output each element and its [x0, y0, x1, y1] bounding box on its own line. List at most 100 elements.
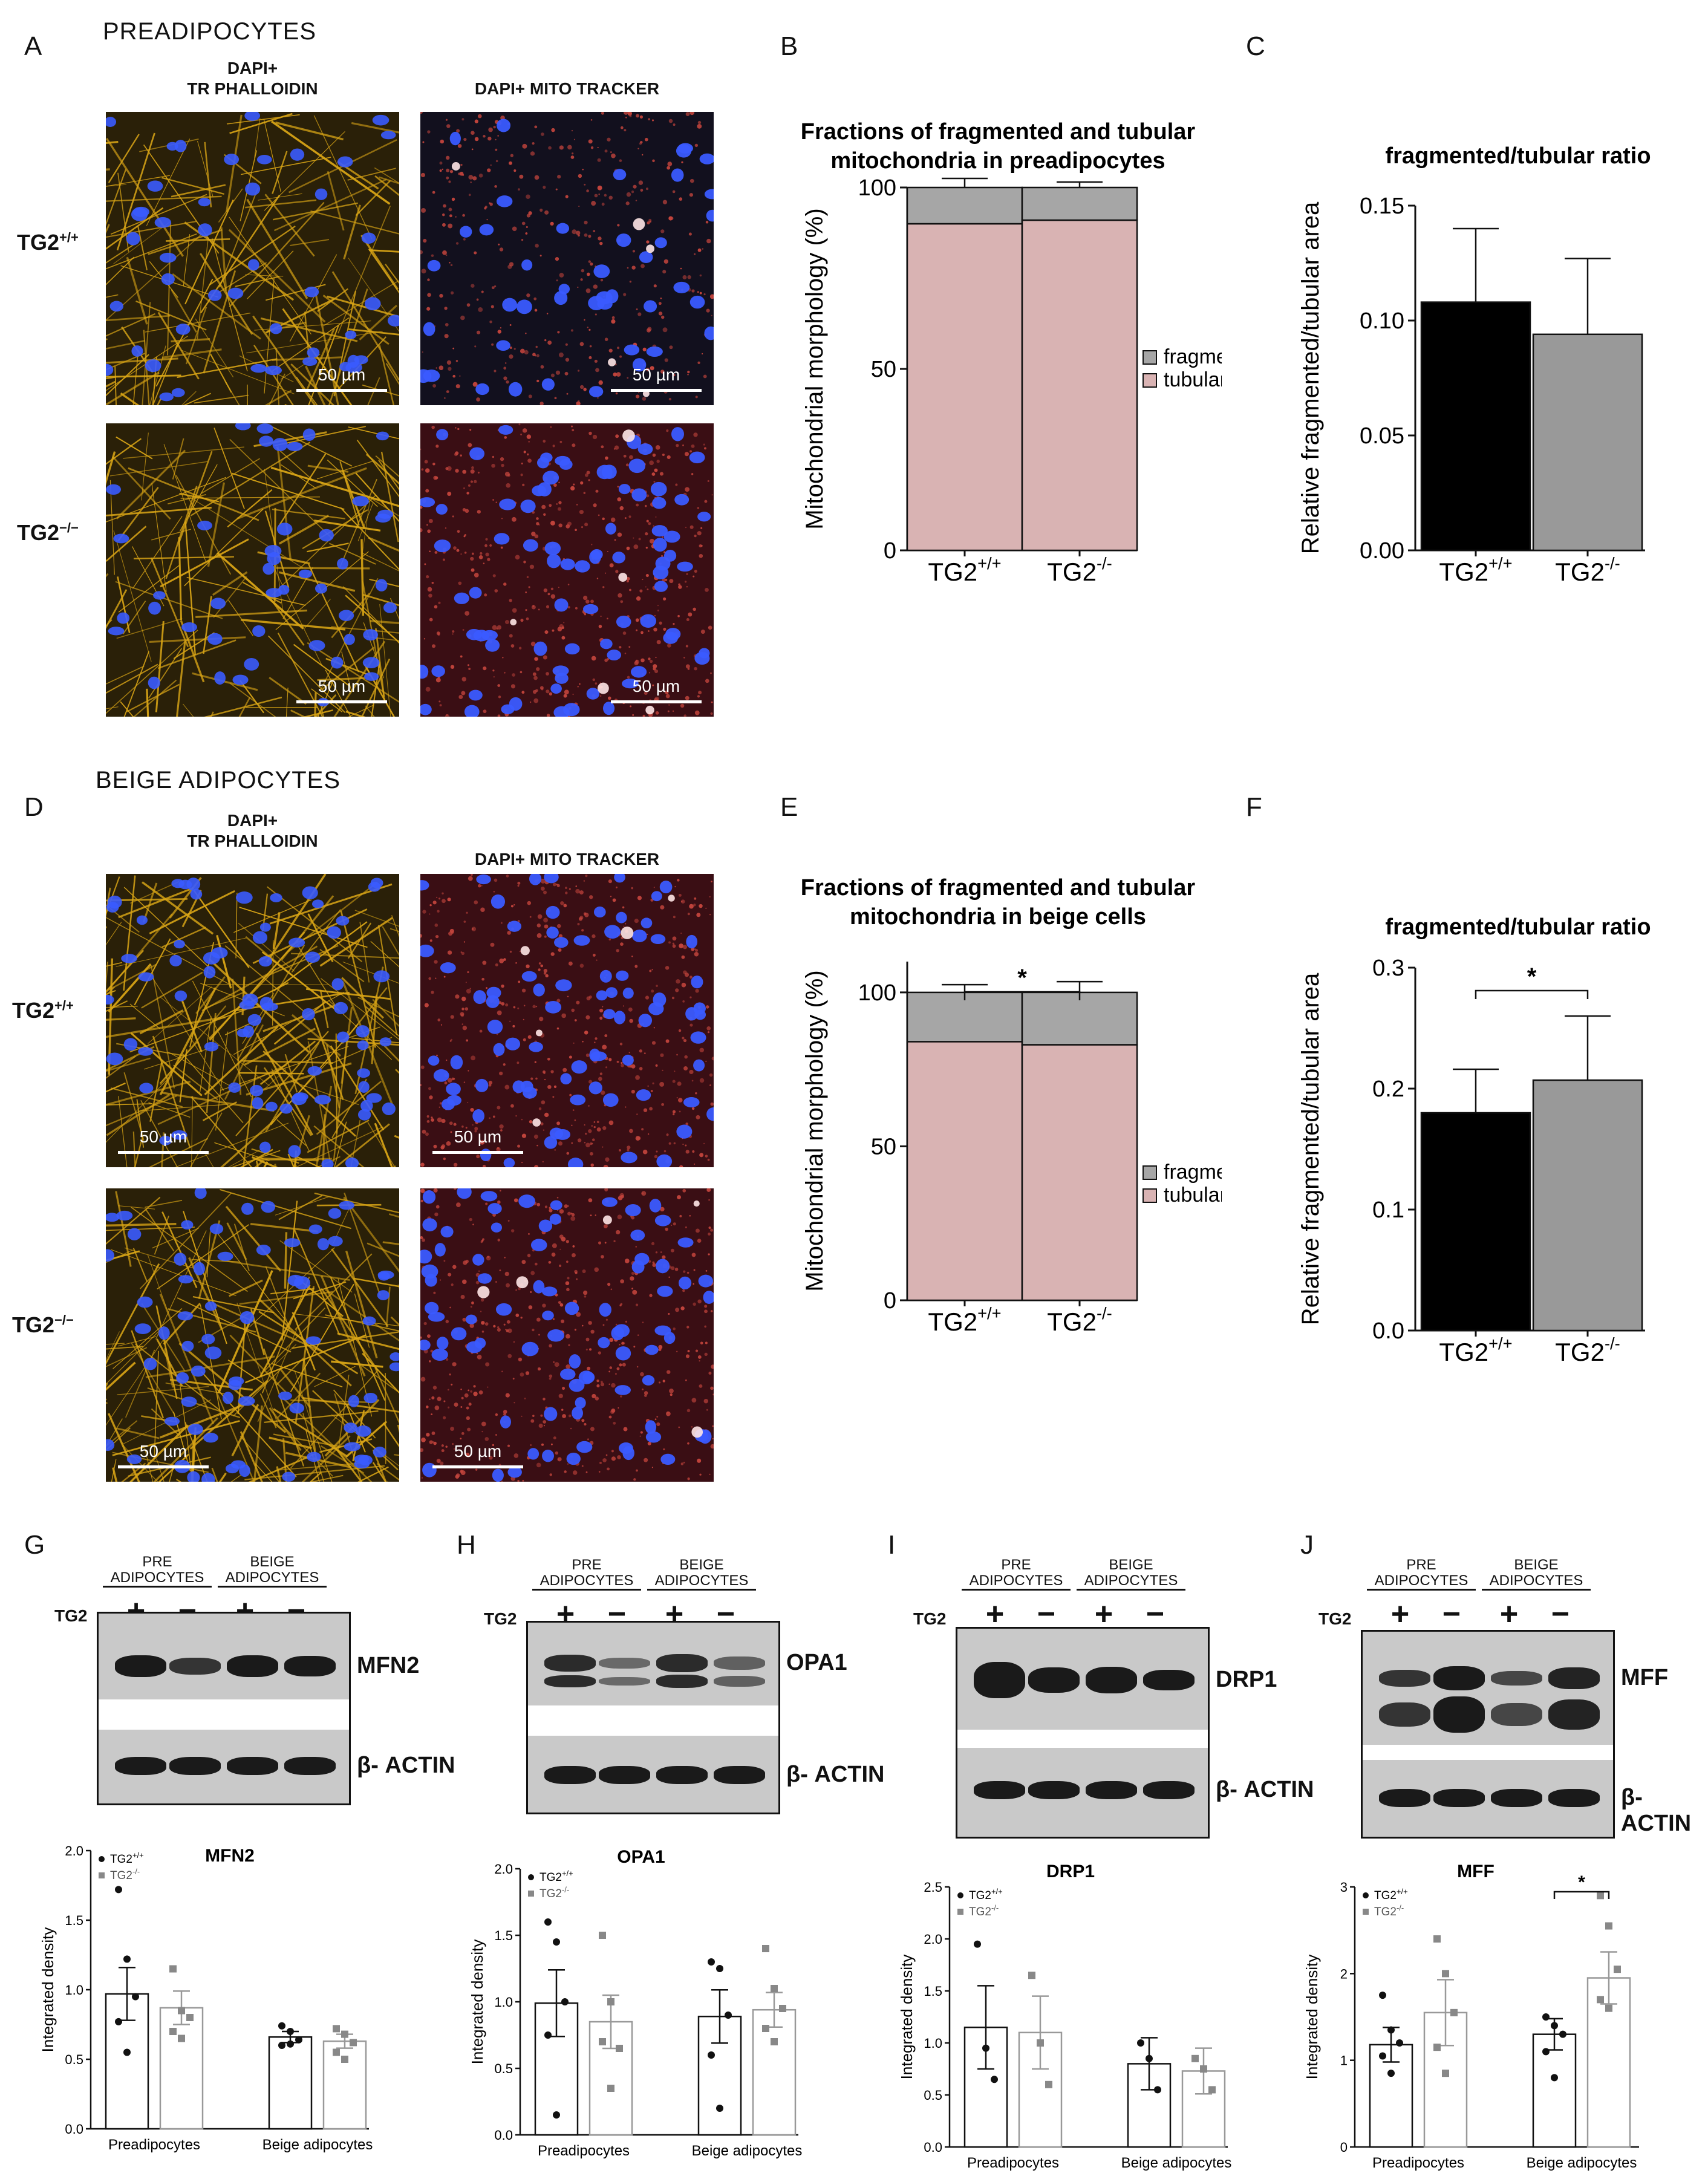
mito-dot — [472, 382, 478, 387]
mito-dot — [502, 657, 504, 659]
mito-dot — [421, 269, 426, 274]
nucleus — [650, 481, 667, 497]
actin-fiber — [221, 1259, 350, 1281]
actin-fiber — [363, 636, 399, 642]
mito-dot — [447, 1078, 452, 1083]
nucleus — [543, 471, 559, 485]
nucleus — [345, 330, 357, 339]
mito-dot — [472, 1223, 474, 1226]
mito-dot — [487, 1386, 489, 1388]
nucleus — [649, 1199, 662, 1213]
actin-fiber — [206, 1012, 217, 1113]
actin-fiber — [178, 537, 183, 621]
nucleus — [476, 874, 491, 885]
mito-dot — [513, 169, 517, 172]
mito-dot — [632, 1289, 637, 1295]
actin-fiber — [316, 1080, 382, 1135]
genotype-sign: + — [985, 1597, 1005, 1632]
mito-dot — [555, 188, 558, 191]
mito-dot — [476, 1352, 478, 1355]
mito-dot — [582, 595, 588, 601]
mito-dot — [572, 429, 575, 432]
y-tick-label: 0.3 — [1372, 956, 1404, 981]
nucleus — [436, 429, 449, 441]
actin-fiber — [293, 1115, 310, 1167]
data-point-wt — [278, 2042, 285, 2049]
nucleus — [637, 443, 653, 455]
mito-dot — [420, 172, 426, 178]
mito-dot — [575, 885, 578, 887]
tick-label: TG2+/+ — [1439, 1334, 1512, 1366]
mito-dot — [570, 1216, 576, 1221]
mito-dot — [535, 355, 536, 357]
mito-dot — [590, 1427, 595, 1432]
mito-dot — [619, 646, 622, 649]
mito-dot — [460, 1438, 462, 1440]
mito-dot — [436, 1054, 438, 1057]
mito-dot — [599, 1008, 604, 1013]
mito-dot — [534, 657, 538, 661]
mito-dot — [691, 289, 695, 293]
mito-dot — [474, 119, 478, 123]
nucleus — [328, 1208, 342, 1219]
mito-dot — [491, 286, 495, 290]
mito-dot — [599, 1016, 603, 1020]
nucleus — [521, 259, 533, 271]
actin-fiber — [240, 1435, 280, 1482]
actin-fiber — [106, 665, 145, 685]
mito-dot — [587, 1366, 591, 1370]
mito-dot — [512, 608, 517, 613]
chart-title: mitochondria in beige cells — [850, 904, 1146, 930]
mito-dot — [711, 881, 712, 883]
nucleus — [347, 354, 359, 368]
mito-dot — [592, 953, 596, 957]
mito-dot — [468, 1402, 472, 1406]
actin-fiber — [152, 1228, 199, 1249]
mito-dot — [447, 492, 452, 497]
mito-dot — [548, 146, 552, 150]
mito-dot — [474, 900, 478, 905]
actin-fiber — [333, 1031, 349, 1162]
mito-dot — [572, 1245, 575, 1248]
y-tick-label: 1.5 — [65, 1913, 83, 1928]
mito-dot — [527, 1254, 531, 1257]
mito-dot — [706, 238, 711, 244]
mito-dot — [441, 1449, 445, 1453]
actin-fiber — [347, 922, 372, 959]
mito-dot — [600, 1383, 605, 1387]
mito-dot — [437, 1018, 441, 1021]
nucleus — [599, 969, 612, 983]
actin-fiber — [253, 1405, 263, 1482]
mito-dot — [660, 1053, 664, 1057]
mito-dot — [580, 278, 583, 281]
mito-dot — [538, 962, 541, 965]
mito-dot — [683, 1066, 688, 1071]
nucleus — [654, 1325, 671, 1336]
mito-dot — [535, 1006, 538, 1008]
actin-fiber — [361, 658, 391, 717]
mito-dot — [544, 630, 549, 634]
mito-dot — [576, 1278, 578, 1280]
genotype-sign: − — [607, 1597, 627, 1632]
panel-letter-a: A — [24, 31, 42, 61]
mito-dot — [507, 1444, 510, 1447]
mito-dot — [645, 532, 648, 536]
actin-fiber — [275, 1196, 330, 1216]
protein-band-lower — [544, 1675, 596, 1687]
actin-fiber — [269, 1436, 312, 1450]
micrograph-pre-ko-mito: 50 µm — [420, 423, 714, 717]
mito-dot — [630, 705, 632, 708]
actin-fiber — [347, 168, 396, 181]
mito-dot — [680, 703, 685, 708]
mito-dot — [699, 1473, 702, 1476]
mito-dot — [604, 659, 608, 662]
micrograph-beige-ko-mito: 50 µm — [420, 1188, 714, 1482]
scale-bar-line — [432, 1465, 523, 1468]
actin-fiber — [109, 480, 115, 575]
genotype-sign: − — [1037, 1597, 1056, 1632]
mito-dot — [536, 354, 539, 357]
mito-dot — [590, 1329, 595, 1334]
nucleus — [651, 525, 668, 537]
actin-fiber — [340, 507, 399, 571]
nucleus — [203, 966, 216, 979]
